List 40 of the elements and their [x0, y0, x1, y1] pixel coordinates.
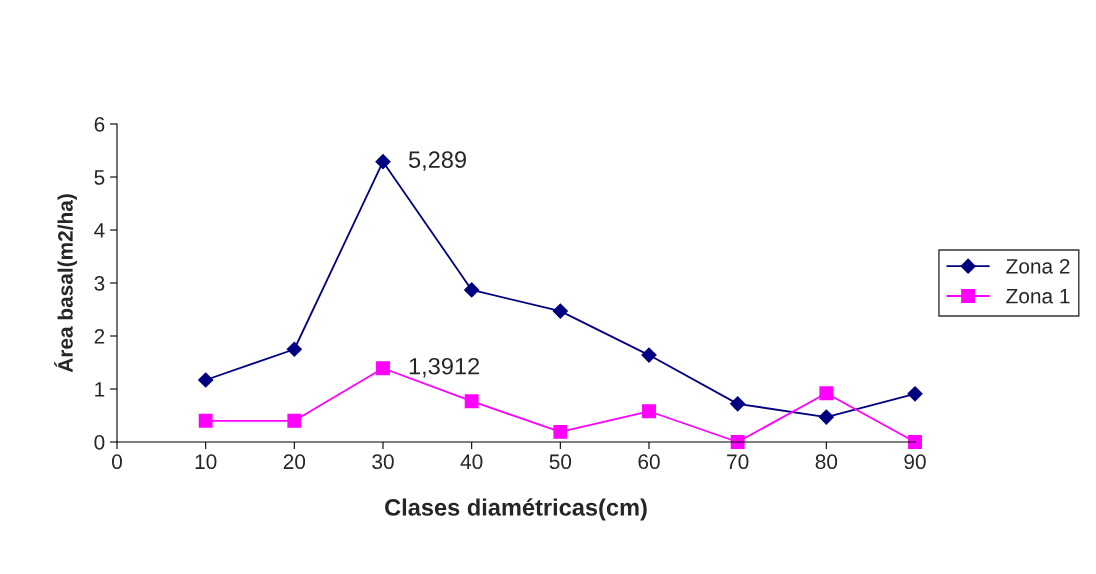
point	[818, 409, 834, 425]
x-tick-label: 50	[549, 454, 572, 470]
y-tick-label: 5	[94, 170, 105, 185]
x-tick-label: 20	[283, 454, 306, 470]
y-tick-label: 2	[94, 329, 105, 344]
annotation: 5,289	[408, 151, 466, 171]
point	[908, 435, 922, 449]
point	[553, 424, 568, 439]
y-axis-title: Área basal(m2/ha)	[54, 194, 77, 373]
x-axis-title: Clases diamétricas(cm)	[385, 498, 647, 521]
point	[730, 396, 746, 412]
point	[552, 303, 568, 319]
x-tick-label: 10	[195, 454, 217, 470]
y-tick-label: 0	[94, 435, 105, 450]
x-tick-label: 70	[727, 454, 749, 470]
x-tick-label: 60	[638, 454, 660, 470]
point	[907, 386, 923, 402]
point	[464, 394, 479, 409]
point	[198, 413, 213, 428]
x-tick-label: 40	[460, 454, 483, 470]
point	[819, 386, 834, 401]
point	[376, 361, 390, 376]
y-tick-label: 4	[94, 223, 105, 238]
y-tick-label: 3	[94, 276, 105, 291]
point	[287, 413, 302, 428]
x-tick-label: 0	[112, 454, 122, 470]
point	[198, 372, 214, 388]
y-tick-label: 1	[95, 382, 105, 397]
point	[464, 282, 480, 298]
y-tick-label: 6	[94, 117, 105, 132]
point	[286, 341, 302, 357]
point	[375, 154, 391, 170]
x-tick-label: 80	[815, 454, 838, 470]
annotation: 1,3912	[409, 357, 480, 378]
legend-label: Zona 1	[1006, 288, 1070, 304]
point	[641, 347, 657, 363]
point	[642, 404, 656, 419]
x-tick-label: 30	[372, 454, 394, 470]
x-tick-label: 90	[904, 454, 926, 470]
legend-label: Zona 2	[1006, 258, 1070, 274]
